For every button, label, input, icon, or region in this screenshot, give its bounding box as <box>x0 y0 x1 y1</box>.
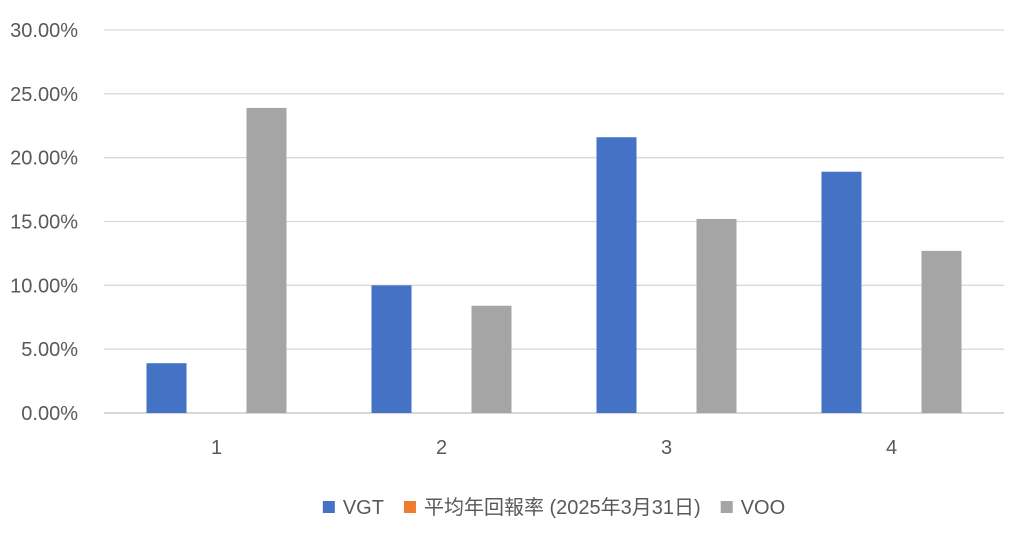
bar-vgt-2 <box>371 285 412 413</box>
bar-vgt-3 <box>596 137 637 414</box>
legend-label: 平均年回報率 (2025年3月31日) <box>424 496 701 519</box>
x-tick-label: 1 <box>211 437 222 459</box>
legend: VGT 平均年回報率 (2025年3月31日) VOO <box>322 496 785 519</box>
bar-voo-1 <box>246 107 287 414</box>
legend-item: 平均年回報率 (2025年3月31日) <box>403 496 701 519</box>
y-tick-label: 0.00% <box>21 403 78 425</box>
x-tick-label: 3 <box>661 437 672 459</box>
y-tick-label: 25.00% <box>10 84 78 106</box>
y-tick-label: 20.00% <box>10 148 78 170</box>
legend-label: VOO <box>741 497 785 519</box>
gridlines <box>104 29 1004 414</box>
legend-item: VOO <box>720 497 785 519</box>
legend-swatch <box>403 501 416 513</box>
legend-label: VGT <box>343 497 384 519</box>
legend-swatch <box>720 501 733 513</box>
bars <box>146 107 962 414</box>
y-tick-label: 10.00% <box>10 275 78 297</box>
bar-vgt-1 <box>146 363 187 413</box>
x-tick-label: 4 <box>886 437 897 459</box>
legend-swatch <box>322 501 335 513</box>
bar-vgt-4 <box>821 171 862 413</box>
bar-voo-4 <box>921 250 962 413</box>
bar-voo-3 <box>696 218 737 413</box>
x-axis: 1 2 3 4 <box>211 437 897 459</box>
y-tick-label: 30.00% <box>10 20 78 42</box>
bar-voo-2 <box>471 305 512 413</box>
legend-item: VGT <box>322 497 384 519</box>
y-tick-label: 5.00% <box>21 339 78 361</box>
x-tick-label: 2 <box>436 437 447 459</box>
y-tick-label: 15.00% <box>10 212 78 234</box>
y-axis: 0.00% 5.00% 10.00% 15.00% 20.00% 25.00% 30.00% <box>10 20 78 425</box>
